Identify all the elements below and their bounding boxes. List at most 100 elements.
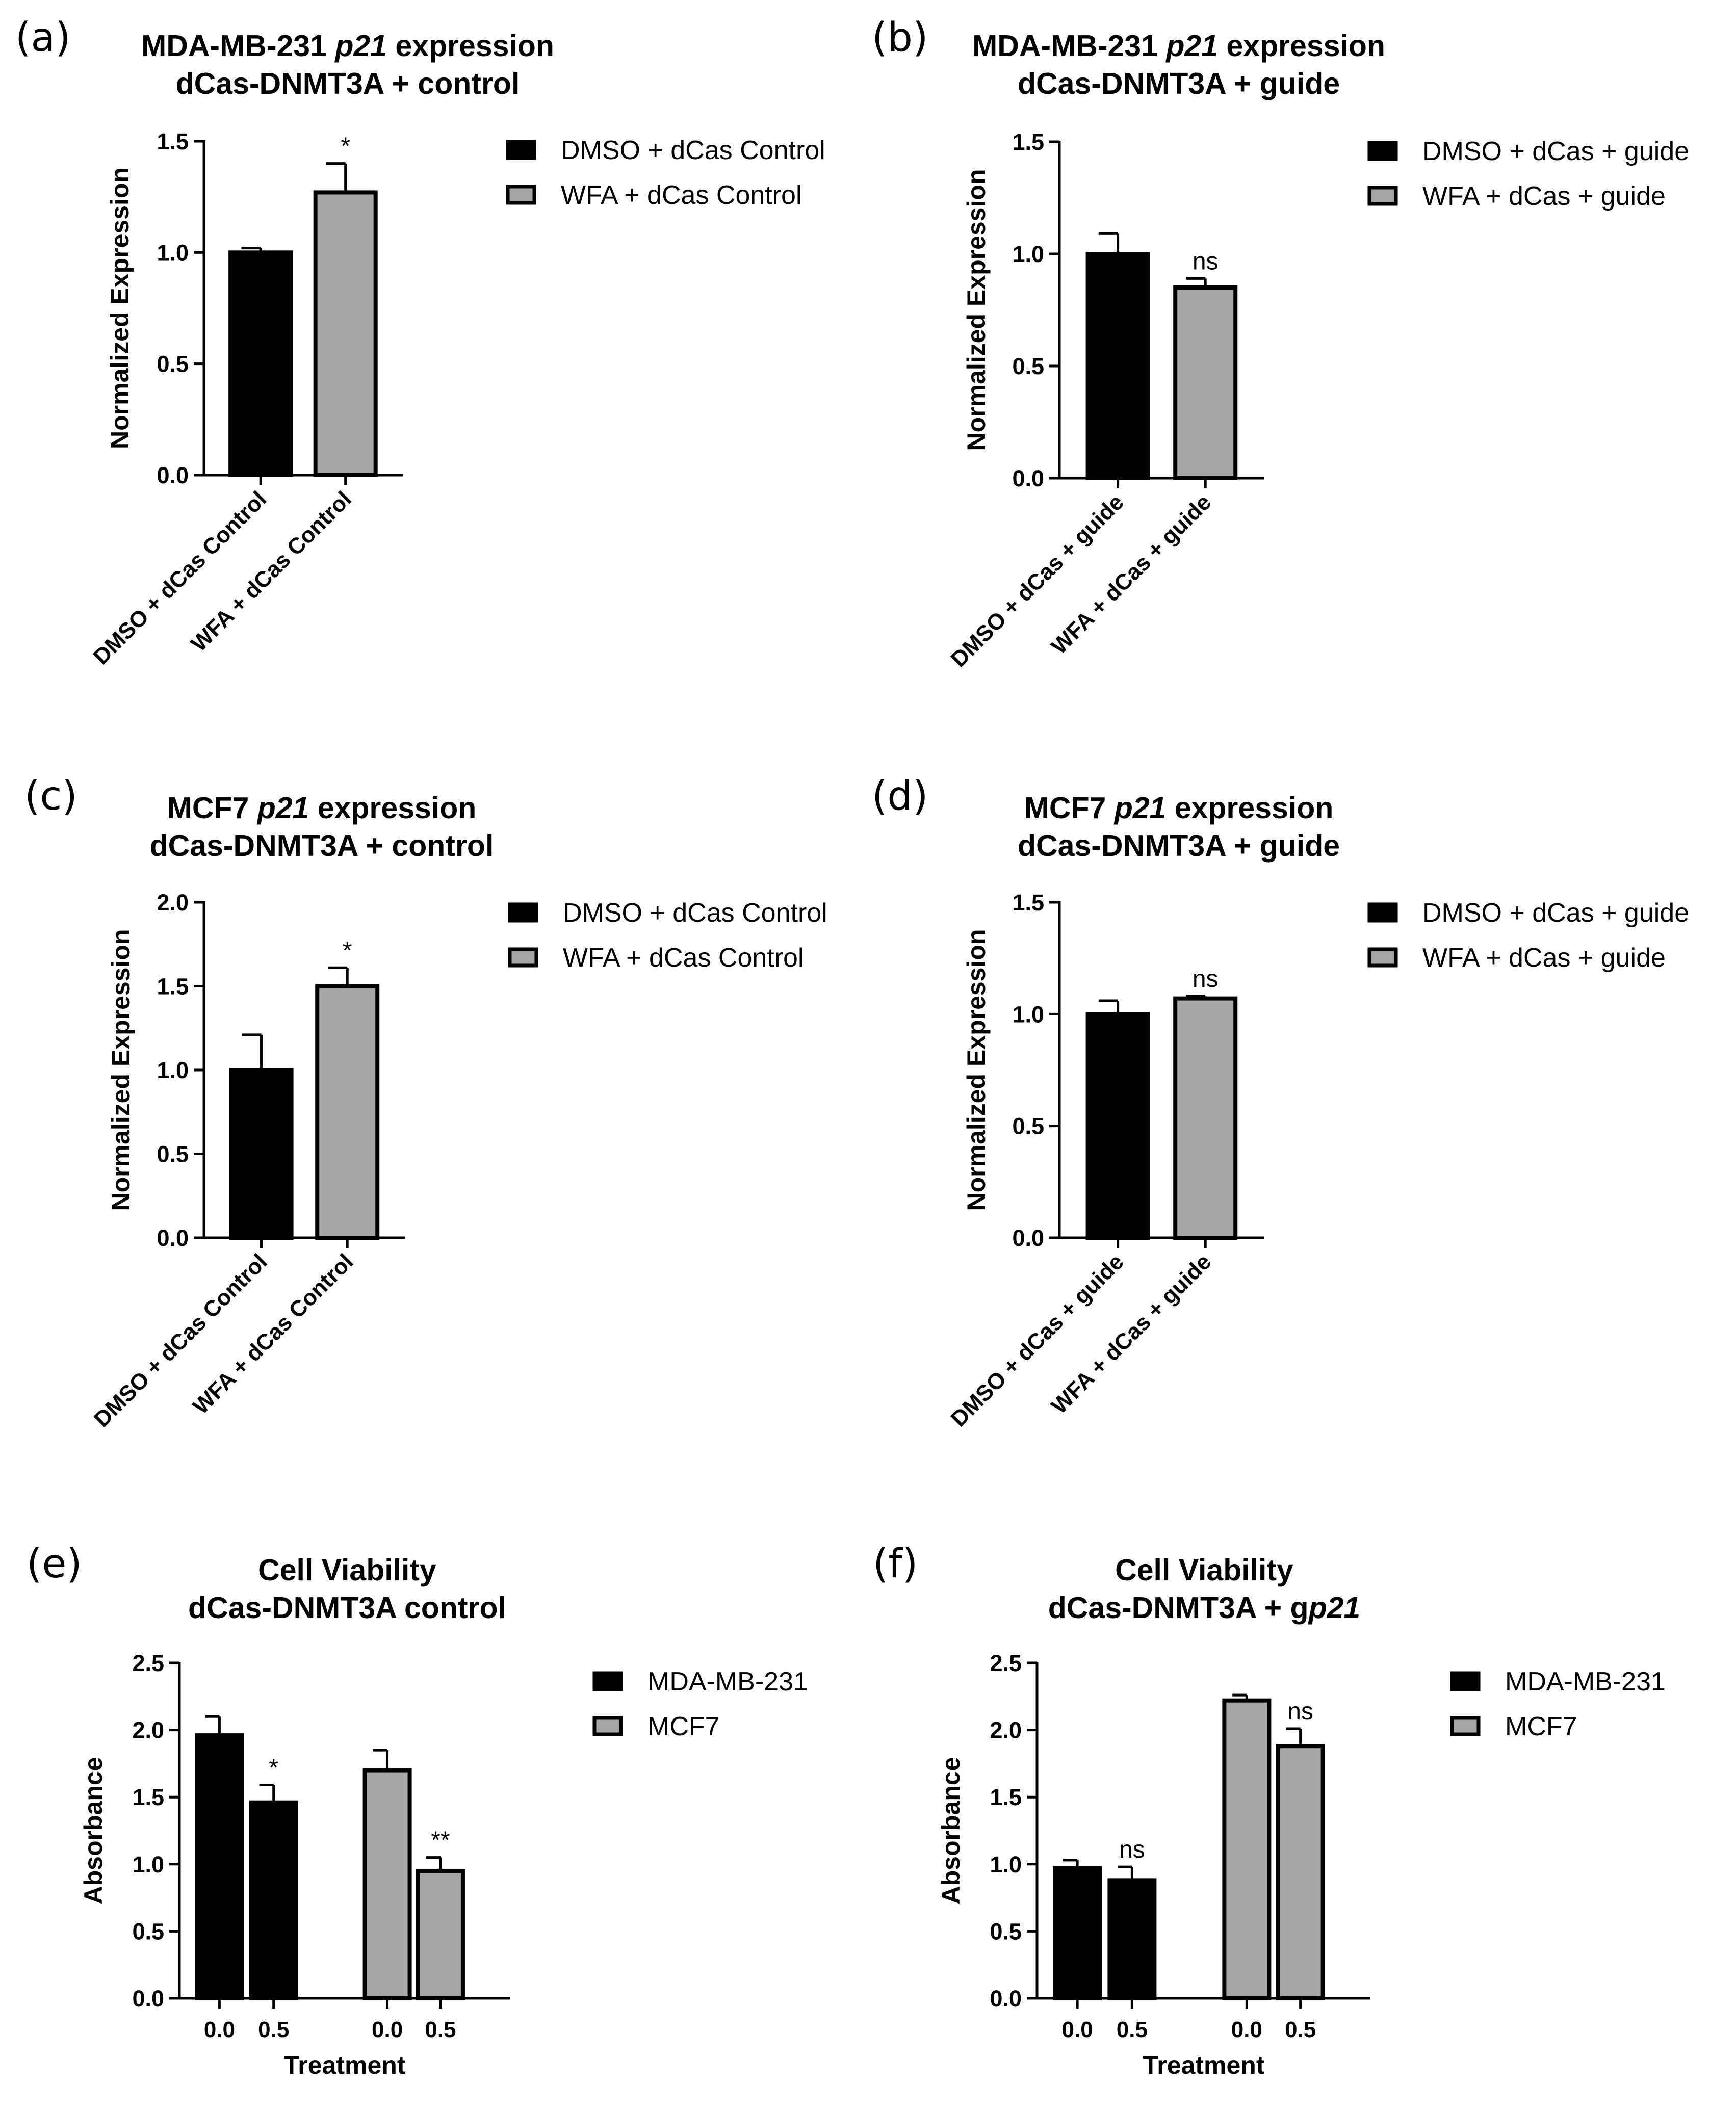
bar [228,250,293,477]
significance-label: ns [1287,1698,1313,1725]
significance-label: ns [1193,248,1219,275]
y-tick-label: 0.5 [990,1918,1022,1944]
bar [1173,996,1238,1240]
y-tick-label: 0.0 [1012,465,1044,491]
title-part: dCas-DNMT3A + guide [1018,829,1340,863]
panel-letter: (d) [872,773,928,819]
bar [1107,1878,1157,2001]
y-tick-label: 0.5 [1012,1113,1044,1139]
y-tick-label: 1.5 [1012,890,1044,916]
title-part: p21 [1165,29,1218,63]
y-axis-label: Normalized Expression [107,929,135,1211]
legend-label: DMSO + dCas Control [563,898,827,928]
legend-label: WFA + dCas + guide [1422,181,1666,211]
x-category-label: 0.5 [258,2017,289,2042]
legend-swatch [506,185,536,205]
legend-swatch [1367,141,1398,161]
x-category-label: WFA + dCas Control [186,486,356,656]
chart-title-line: dCas-DNMT3A control [188,1591,506,1625]
panel-letter: (c) [24,773,77,819]
y-tick-label: 0.5 [157,1141,189,1167]
y-tick-label: 1.5 [132,1784,164,1810]
chart-title-line: MDA-MB-231 p21 expression [141,29,554,63]
x-category-label: 0.5 [425,2017,456,2042]
bar [362,1768,412,2001]
title-part: p21 [334,29,387,63]
y-tick-label: 1.0 [157,1057,189,1083]
y-axis-label: Normalized Expression [962,169,991,451]
significance-label: ns [1119,1836,1145,1863]
y-tick-label: 1.5 [1012,129,1044,155]
y-axis-label: Absorbance [79,1757,108,1905]
legend-label: MCF7 [1505,1712,1577,1741]
legend-label: WFA + dCas Control [561,180,802,210]
y-axis-label: Normalized Expression [106,167,134,449]
legend-label: MCF7 [647,1712,720,1741]
chart-title-line: dCas-DNMT3A + control [176,67,520,100]
x-axis-label: Treatment [284,2051,406,2079]
x-category-label: DMSO + dCas Control [88,486,271,669]
x-category-label: 0.5 [1117,2017,1148,2042]
y-tick-label: 0.5 [132,1918,164,1944]
title-part: Cell Viability [1115,1553,1293,1587]
bar [315,984,380,1240]
legend-label: DMSO + dCas + guide [1422,898,1689,928]
x-category-label: 0.5 [1285,2017,1316,2042]
title-part: dCas-DNMT3A control [188,1591,506,1625]
chart-title-line: dCas-DNMT3A + guide [1018,829,1340,863]
x-category-label: 0.0 [1062,2017,1093,2042]
y-tick-label: 0.5 [1012,353,1044,379]
legend-swatch [1367,186,1398,206]
y-tick-label: 1.0 [1012,1001,1044,1027]
y-tick-label: 1.0 [157,240,189,266]
panel-d: (d) MCF7 p21 expression dCas-DNMT3A + guid… [872,773,1689,1431]
title-part: MCF7 [1024,791,1115,825]
bar [1222,1698,1272,2001]
chart-title-line: dCas-DNMT3A + control [150,829,494,863]
title-part: expression [387,29,554,63]
y-tick-label: 2.5 [132,1650,164,1676]
title-part: expression [1218,29,1385,63]
significance-label: * [269,1755,278,1782]
bar [1085,1012,1150,1240]
chart-title-line: MCF7 p21 expression [167,791,477,825]
x-category-label: WFA + dCas Control [188,1249,358,1419]
bar [195,1733,244,2000]
y-tick-label: 1.5 [157,974,189,1000]
x-category-label: 0.0 [1231,2017,1262,2042]
y-tick-label: 2.0 [157,890,189,916]
bar [229,1068,294,1240]
significance-label: * [343,937,352,964]
title-part: p21 [256,791,309,825]
significance-label: ns [1193,966,1219,993]
x-category-label: DMSO + dCas + guide [946,489,1129,672]
legend-label: WFA + dCas + guide [1422,943,1666,973]
chart-title-line: MCF7 p21 expression [1024,791,1334,825]
legend-label: MDA-MB-231 [647,1667,808,1697]
x-category-label: DMSO + dCas Control [89,1249,272,1432]
title-part: MDA-MB-231 [141,29,335,63]
significance-label: * [341,133,350,160]
x-category-label: WFA + dCas + guide [1047,489,1216,659]
chart-title-line: MDA-MB-231 p21 expression [972,29,1385,63]
panel-e: (e) Cell Viability dCas-DNMT3A control 0.0 0… [27,1541,808,2079]
legend-swatch [592,1671,623,1691]
legend-swatch [1367,902,1398,923]
legend-label: WFA + dCas Control [563,943,804,973]
y-tick-label: 0.5 [157,351,189,377]
legend-swatch [592,1716,623,1736]
bar [1085,252,1150,480]
title-part: expression [309,791,476,825]
y-tick-label: 1.0 [132,1852,164,1878]
panel-letter: (b) [872,15,928,61]
legend-label: MDA-MB-231 [1505,1667,1666,1697]
title-part: expression [1166,791,1333,825]
title-part: dCas-DNMT3A + control [176,67,520,100]
legend-label: DMSO + dCas Control [561,136,825,165]
chart-title-line: Cell Viability [258,1553,436,1587]
chart-title-line: Cell Viability [1115,1553,1293,1587]
x-category-label: 0.0 [372,2017,403,2042]
x-category-label: WFA + dCas + guide [1047,1249,1216,1419]
legend-swatch [1450,1716,1481,1736]
bar [249,1800,298,2001]
